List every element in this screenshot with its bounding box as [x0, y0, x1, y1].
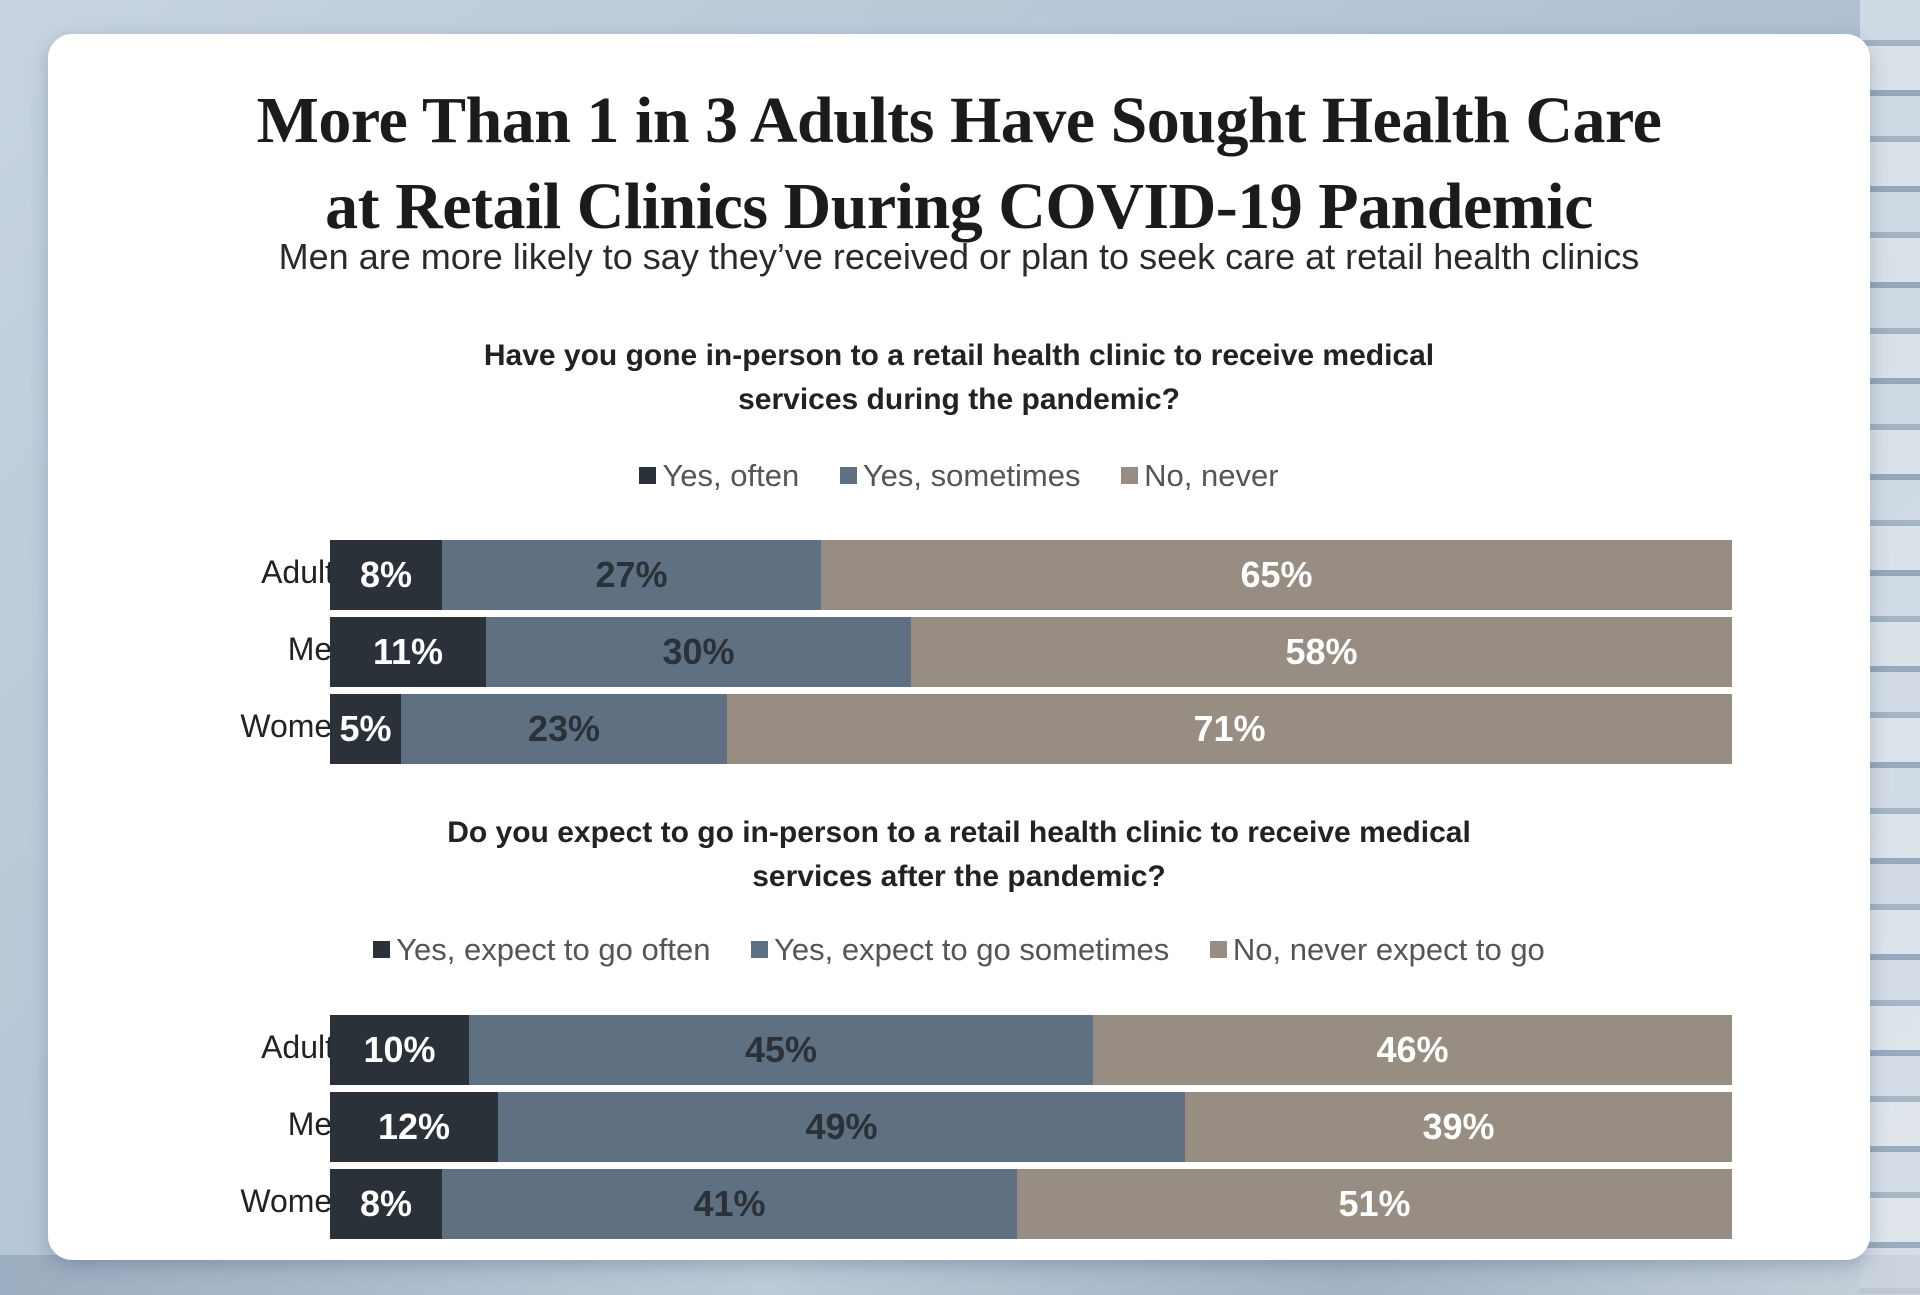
chart-1-bar-segment-women-often: 5%: [330, 694, 401, 764]
chart-1-legend-often-swatch: [639, 467, 657, 484]
chart-1-legend-often-label: Yes, often: [662, 458, 800, 493]
chart-1-bar-adults: 8% 27% 65%: [330, 540, 1732, 610]
chart-2-bar-segment-women-never: 51%: [1017, 1169, 1732, 1239]
chart-2-bar-segment-men-never: 39%: [1185, 1092, 1732, 1162]
chart-2-legend-never: No, never expect to go: [1209, 932, 1545, 968]
chart-1-row-men: Men 11% 30% 58%: [48, 617, 1870, 687]
chart-1-bar-men: 11% 30% 58%: [330, 617, 1732, 687]
chart-1-data-label-men-sometimes: 30%: [662, 631, 735, 672]
page-title: More Than 1 in 3 Adults Have Sought Heal…: [48, 78, 1870, 250]
chart-2-bar-men: 12% 49% 39%: [330, 1092, 1732, 1162]
chart-2-legend-often-swatch: [373, 941, 391, 958]
chart-1-bar-segment-adults-never: 65%: [821, 540, 1732, 610]
chart-2-data-label-adults-never: 46%: [1376, 1029, 1449, 1070]
chart-2-bar-segment-adults-never: 46%: [1093, 1015, 1732, 1085]
infographic-card: More Than 1 in 3 Adults Have Sought Heal…: [48, 34, 1870, 1260]
chart-1-data-label-men-never: 58%: [1285, 631, 1358, 672]
chart-1-row-women: Women 5% 23% 71%: [48, 694, 1870, 764]
chart-2-question-line-2: services after the pandemic?: [752, 860, 1166, 893]
chart-2-data-label-women-never: 51%: [1338, 1183, 1411, 1224]
chart-1-question-line-2: services during the pandemic?: [738, 383, 1180, 416]
chart-2-bar-women: 8% 41% 51%: [330, 1169, 1732, 1239]
chart-2-legend-sometimes: Yes, expect to go sometimes: [751, 932, 1169, 968]
chart-1-legend-sometimes-label: Yes, sometimes: [862, 458, 1081, 493]
chart-1-legend-sometimes: Yes, sometimes: [839, 458, 1081, 494]
chart-2-question-line-1: Do you expect to go in-person to a retai…: [447, 816, 1471, 849]
chart-1-bar-segment-men-often: 11%: [330, 617, 486, 687]
chart-1-data-label-adults-sometimes: 27%: [595, 554, 668, 595]
chart-1-bar-segment-adults-often: 8%: [330, 540, 442, 610]
chart-1-legend-never-label: No, never: [1144, 458, 1279, 493]
chart-2-row-women: Women 8% 41% 51%: [48, 1169, 1870, 1239]
chart-2-legend-never-label: No, never expect to go: [1232, 932, 1545, 967]
chart-2-question: Do you expect to go in-person to a retai…: [48, 811, 1870, 899]
chart-2-bar-segment-men-sometimes: 49%: [498, 1092, 1185, 1162]
chart-1-legend-never: No, never: [1121, 458, 1279, 494]
chart-2-legend-sometimes-swatch: [751, 941, 769, 958]
chart-2-row-adults: Adults 10% 45% 46%: [48, 1015, 1870, 1085]
chart-1-data-label-men-often: 11%: [372, 631, 444, 672]
chart-2-bar-segment-women-often: 8%: [330, 1169, 442, 1239]
chart-2-bar-segment-adults-sometimes: 45%: [469, 1015, 1093, 1085]
chart-1-bar-women: 5% 23% 71%: [330, 694, 1732, 764]
chart-1-legend-sometimes-swatch: [839, 467, 857, 484]
chart-2-legend: Yes, expect to go often Yes, expect to g…: [48, 932, 1870, 968]
chart-1-question: Have you gone in-person to a retail heal…: [48, 334, 1870, 422]
background-floor: [0, 1255, 1920, 1295]
chart-2-legend-never-swatch: [1209, 941, 1227, 958]
title-line-1: More Than 1 in 3 Adults Have Sought Heal…: [256, 84, 1662, 157]
chart-2-bar-segment-women-sometimes: 41%: [442, 1169, 1017, 1239]
chart-2-data-label-adults-sometimes: 45%: [744, 1029, 818, 1070]
chart-2-legend-often-label: Yes, expect to go often: [396, 932, 711, 967]
chart-1-bar-segment-adults-sometimes: 27%: [442, 540, 821, 610]
background-shelf: [1860, 0, 1920, 1295]
chart-2-data-label-adults-often: 10%: [363, 1029, 436, 1070]
chart-2-data-label-men-never: 39%: [1422, 1106, 1495, 1147]
chart-2-bar-adults: 10% 45% 46%: [330, 1015, 1732, 1085]
chart-1-bar-segment-women-never: 71%: [727, 694, 1732, 764]
chart-2-data-label-men-often: 12%: [377, 1106, 451, 1147]
chart-1-legend-often: Yes, often: [639, 458, 799, 494]
chart-1-bar-segment-women-sometimes: 23%: [401, 694, 727, 764]
chart-1-legend: Yes, often Yes, sometimes No, never: [48, 458, 1870, 494]
chart-1-row-adults: Adults 8% 27% 65%: [48, 540, 1870, 610]
chart-1-question-line-1: Have you gone in-person to a retail heal…: [483, 339, 1435, 372]
chart-2-bar-segment-adults-often: 10%: [330, 1015, 469, 1085]
chart-1-legend-never-swatch: [1121, 467, 1139, 484]
chart-1-bar-segment-men-sometimes: 30%: [486, 617, 911, 687]
chart-2-bar-segment-men-often: 12%: [330, 1092, 498, 1162]
subtitle: Men are more likely to say they’ve recei…: [278, 236, 1640, 277]
chart-1-data-label-women-never: 71%: [1193, 708, 1266, 749]
chart-1-bar-segment-men-never: 58%: [911, 617, 1732, 687]
chart-1-data-label-women-often: 5%: [339, 708, 392, 749]
chart-2-data-label-women-sometimes: 41%: [693, 1183, 766, 1224]
chart-1-data-label-adults-never: 65%: [1240, 554, 1313, 595]
chart-2-legend-sometimes-label: Yes, expect to go sometimes: [774, 932, 1170, 967]
chart-1-data-label-adults-often: 8%: [359, 554, 413, 595]
chart-2-row-men: Men 12% 49% 39%: [48, 1092, 1870, 1162]
chart-2-data-label-men-sometimes: 49%: [805, 1106, 878, 1147]
chart-2-data-label-women-often: 8%: [359, 1183, 413, 1224]
chart-1-data-label-women-sometimes: 23%: [527, 708, 601, 749]
chart-2-legend-often: Yes, expect to go often: [373, 932, 710, 968]
title-line-2: at Retail Clinics During COVID-19 Pandem…: [325, 170, 1593, 243]
